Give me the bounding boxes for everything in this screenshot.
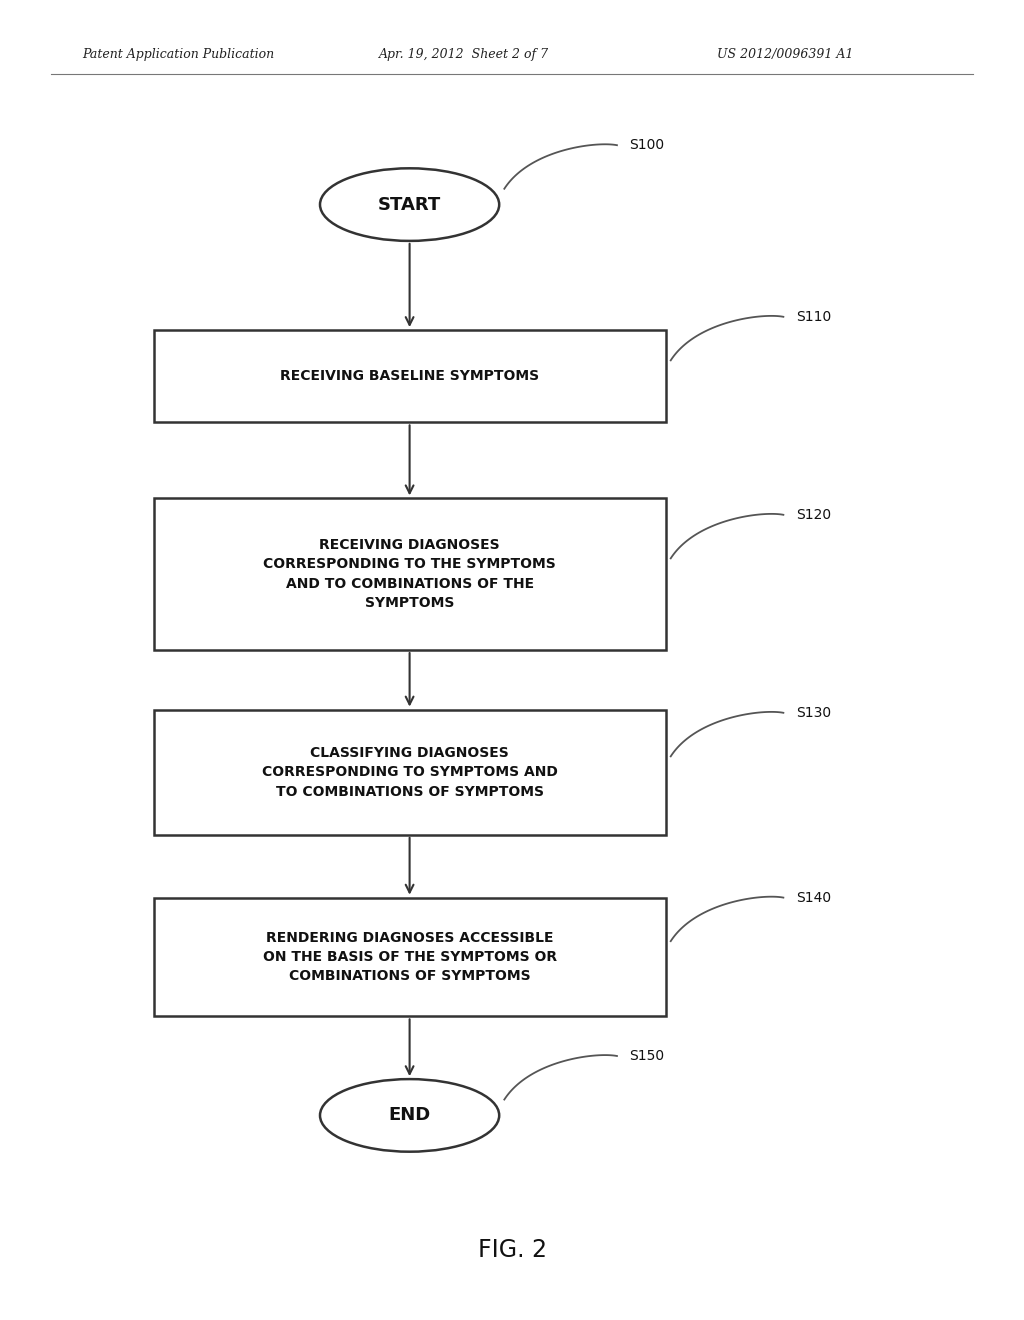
- Text: S100: S100: [629, 139, 665, 152]
- Text: RENDERING DIAGNOSES ACCESSIBLE
ON THE BASIS OF THE SYMPTOMS OR
COMBINATIONS OF S: RENDERING DIAGNOSES ACCESSIBLE ON THE BA…: [262, 931, 557, 983]
- Text: FIG. 2: FIG. 2: [477, 1238, 547, 1262]
- Text: S140: S140: [796, 891, 830, 904]
- Text: Patent Application Publication: Patent Application Publication: [82, 48, 274, 61]
- Text: S120: S120: [796, 508, 830, 521]
- Text: US 2012/0096391 A1: US 2012/0096391 A1: [717, 48, 853, 61]
- Text: RECEIVING BASELINE SYMPTOMS: RECEIVING BASELINE SYMPTOMS: [280, 370, 540, 383]
- Text: END: END: [388, 1106, 431, 1125]
- Text: S150: S150: [629, 1049, 665, 1063]
- Text: START: START: [378, 195, 441, 214]
- Text: Apr. 19, 2012  Sheet 2 of 7: Apr. 19, 2012 Sheet 2 of 7: [379, 48, 549, 61]
- Text: S130: S130: [796, 706, 830, 719]
- Text: S110: S110: [796, 310, 830, 323]
- Text: CLASSIFYING DIAGNOSES
CORRESPONDING TO SYMPTOMS AND
TO COMBINATIONS OF SYMPTOMS: CLASSIFYING DIAGNOSES CORRESPONDING TO S…: [262, 746, 557, 799]
- Text: RECEIVING DIAGNOSES
CORRESPONDING TO THE SYMPTOMS
AND TO COMBINATIONS OF THE
SYM: RECEIVING DIAGNOSES CORRESPONDING TO THE…: [263, 539, 556, 610]
